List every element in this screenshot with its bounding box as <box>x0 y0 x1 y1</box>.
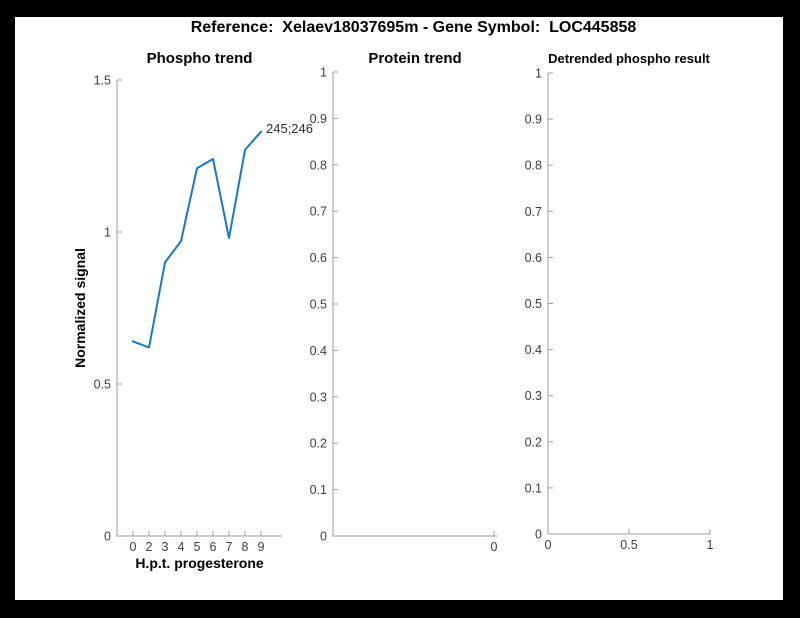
x-tick-label: 4 <box>178 540 185 554</box>
x-tick-label: 6 <box>210 540 217 554</box>
figure-canvas <box>15 17 783 600</box>
y-tick-label: 1 <box>104 226 111 240</box>
y-tick-label: 0.4 <box>310 344 327 358</box>
y-tick-label: 0.7 <box>310 205 327 219</box>
x-tick-label: 1 <box>707 538 714 552</box>
y-tick-label: 0 <box>104 530 111 544</box>
y-tick-label: 1 <box>320 66 327 80</box>
trend-line <box>132 130 262 349</box>
x-tick-label: 0 <box>491 540 498 554</box>
subplot2-title: Protein trend <box>368 50 462 67</box>
y-tick-label: 0.3 <box>310 390 327 404</box>
y-tick-label: 0.8 <box>310 158 327 172</box>
axis-spine <box>332 72 497 537</box>
y-tick-label: 0.6 <box>525 251 542 265</box>
x-tick-label: 7 <box>226 540 233 554</box>
x-tick-label: 8 <box>242 540 249 554</box>
y-tick-label: 0.4 <box>525 343 542 357</box>
y-tick-label: 0.9 <box>525 113 542 127</box>
y-tick-label: 0.2 <box>310 437 327 451</box>
y-tick-label: 0.1 <box>310 483 327 497</box>
y-tick-label: 0.5 <box>310 298 327 312</box>
y-tick-label: 0 <box>320 530 327 544</box>
subplot1-y-axis-label: Normalized signal <box>72 248 88 368</box>
y-tick-label: 0.1 <box>525 481 542 495</box>
subplot1-title: Phospho trend <box>146 50 253 67</box>
subplot1-x-axis-label: H.p.t. progesterone <box>135 555 264 571</box>
x-tick-label: 3 <box>162 540 169 554</box>
subplot3-title: Detrended phospho result <box>548 51 710 66</box>
y-tick-label: 0.8 <box>525 159 542 173</box>
x-tick-label: 0.5 <box>620 538 637 552</box>
y-tick-label: 0.5 <box>525 297 542 311</box>
x-tick-label: 5 <box>194 540 201 554</box>
y-tick-label: 1 <box>535 67 542 81</box>
y-tick-label: 0.2 <box>525 435 542 449</box>
y-tick-label: 0.3 <box>525 389 542 403</box>
x-tick-label: 0 <box>130 540 137 554</box>
y-tick-label: 1.5 <box>94 74 111 88</box>
y-tick-label: 0.7 <box>525 205 542 219</box>
figure-title: Reference: Xelaev18037695m - Gene Symbol… <box>190 19 637 36</box>
y-tick-label: 0 <box>535 528 542 542</box>
axis-spine <box>547 73 710 535</box>
x-tick-label: 0 <box>545 538 552 552</box>
x-tick-label: 2 <box>146 540 153 554</box>
y-tick-label: 0.6 <box>310 251 327 265</box>
data-point-annotation: 245;246 <box>266 121 313 136</box>
x-tick-label: 9 <box>258 540 265 554</box>
y-tick-label: 0.5 <box>94 378 111 392</box>
y-tick-label: 0.9 <box>310 112 327 126</box>
axis-spine <box>116 80 282 537</box>
